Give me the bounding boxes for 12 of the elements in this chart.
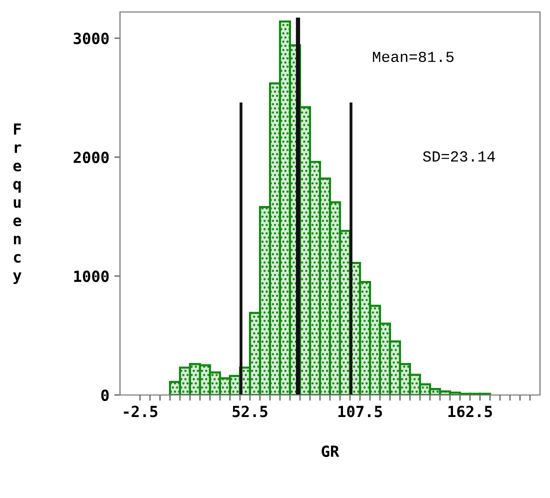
annotation: Mean=81.5	[372, 52, 454, 62]
x-axis-title: GR	[322, 445, 340, 458]
x-tick-label: 107.5	[338, 406, 382, 418]
y-tick-label: 0	[101, 389, 109, 402]
x-tick-label: -2.5	[124, 406, 158, 418]
y-tick-label: 1000	[74, 270, 109, 282]
annotation: SD=23.14	[422, 151, 495, 162]
y-tick-label: 2000	[74, 152, 109, 164]
text: Frequency	[13, 124, 22, 284]
y-tick-label: 3000	[74, 32, 109, 44]
x-tick-label: 52.5	[232, 406, 268, 418]
x-tick-label: 162.5	[448, 406, 492, 418]
